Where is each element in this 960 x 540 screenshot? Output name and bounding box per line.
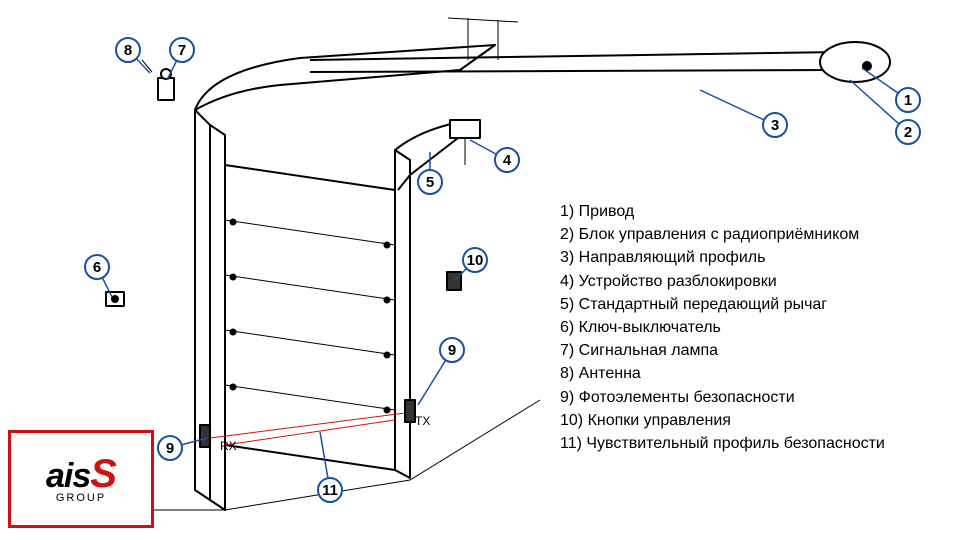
callout-number: 2 (904, 124, 912, 141)
callout-number: 5 (426, 174, 434, 191)
legend-item: 6) Ключ-выключатель (560, 316, 885, 339)
legend-item: 3) Направляющий профиль (560, 246, 885, 269)
callout-number: 10 (467, 252, 484, 269)
callout-number: 6 (93, 259, 101, 276)
legend-item: 5) Стандартный передающий рычаг (560, 293, 885, 316)
legend-item: 11) Чувствительный профиль безопасности (560, 432, 885, 455)
legend-item: 1) Привод (560, 200, 885, 223)
callout-number: 4 (503, 152, 512, 169)
callout-number: 8 (124, 42, 132, 59)
tx-label: TX (415, 414, 430, 428)
legend-item: 7) Сигнальная лампа (560, 339, 885, 362)
logo-group: GROUP (56, 492, 106, 504)
callout-number: 7 (178, 42, 186, 59)
logo-s: S (90, 452, 116, 496)
legend-item: 2) Блок управления с радиоприёмником (560, 223, 885, 246)
callout-number: 3 (771, 117, 779, 134)
logo-ais: ais (46, 457, 90, 495)
legend-item: 9) Фотоэлементы безопасности (560, 386, 885, 409)
rx-label: RX (220, 439, 237, 453)
logo: aisS GROUP (8, 430, 154, 528)
callout-number: 1 (904, 92, 912, 109)
legend-list: 1) Привод2) Блок управления с радиоприём… (560, 200, 885, 455)
legend-item: 4) Устройство разблокировки (560, 270, 885, 293)
legend-item: 8) Антенна (560, 362, 885, 385)
legend-item: 10) Кнопки управления (560, 409, 885, 432)
callout-number: 11 (322, 482, 338, 499)
callout-number: 9 (166, 440, 174, 457)
callout-number: 9 (448, 342, 456, 359)
